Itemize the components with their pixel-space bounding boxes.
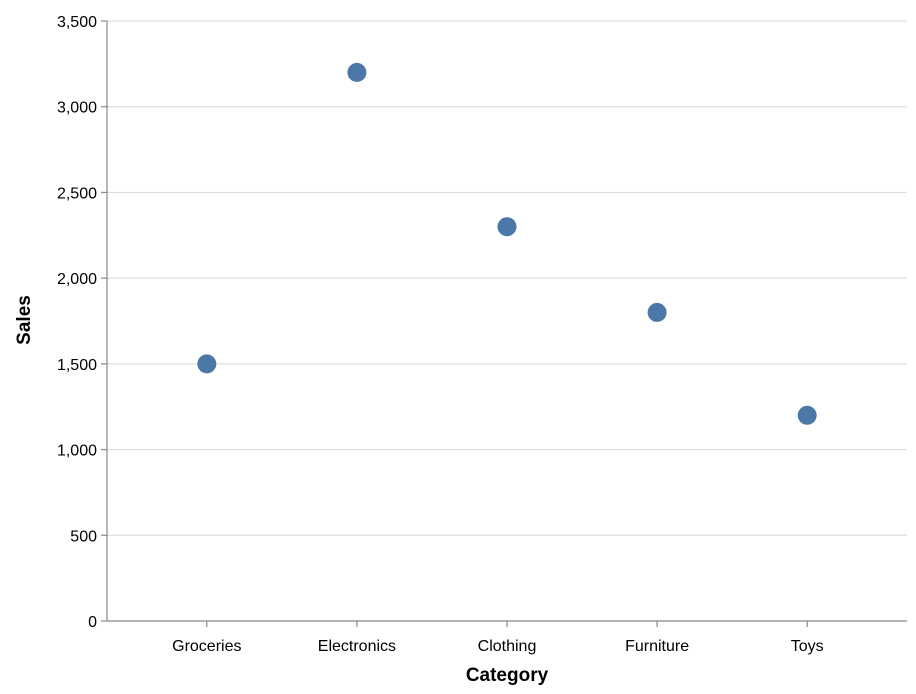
data-points bbox=[197, 62, 817, 425]
data-point-toys[interactable] bbox=[797, 405, 817, 425]
y-axis-title: Sales bbox=[14, 295, 35, 345]
x-tick-label: Toys bbox=[791, 638, 824, 655]
y-tick-label: 2,000 bbox=[57, 271, 97, 288]
y-tick-label: 3,000 bbox=[57, 100, 97, 117]
x-axis-title: Category bbox=[466, 665, 549, 686]
x-tick-label: Clothing bbox=[478, 638, 537, 655]
data-point-electronics[interactable] bbox=[347, 62, 367, 82]
y-tick-label: 2,500 bbox=[57, 185, 97, 202]
x-tick-label: Furniture bbox=[625, 638, 689, 655]
y-tick-label: 500 bbox=[70, 528, 97, 545]
x-tick-label: Electronics bbox=[318, 638, 396, 655]
y-tick-label: 1,500 bbox=[57, 357, 97, 374]
y-tick-label: 3,500 bbox=[57, 14, 97, 31]
tick-labels: 0 500 1,000 1,500 2,000 2,500 3,000 3,500 Grocer… bbox=[57, 14, 824, 655]
data-point-furniture[interactable] bbox=[647, 302, 667, 322]
y-tick-label: 0 bbox=[88, 614, 97, 631]
x-tick-label: Groceries bbox=[172, 638, 241, 655]
gridlines bbox=[107, 20, 907, 536]
y-tick-label: 1,000 bbox=[57, 443, 97, 460]
data-point-groceries[interactable] bbox=[197, 354, 217, 374]
data-point-clothing[interactable] bbox=[497, 217, 517, 237]
axes bbox=[101, 20, 907, 627]
